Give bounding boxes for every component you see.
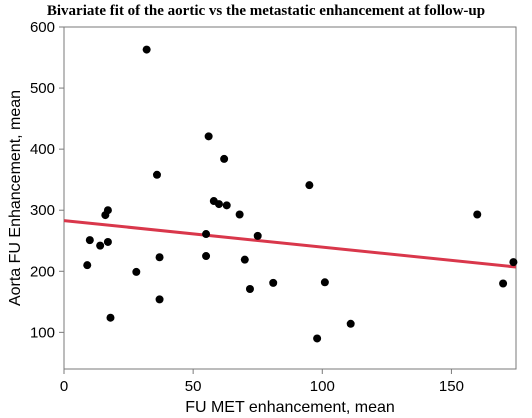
x-tick-label: 100 bbox=[310, 378, 335, 395]
data-point bbox=[132, 267, 141, 276]
data-point bbox=[142, 45, 151, 54]
data-point bbox=[305, 181, 314, 190]
y-tick-label: 400 bbox=[30, 141, 55, 158]
data-points bbox=[83, 45, 518, 343]
y-axis: 100 200 300 400 500 600 bbox=[30, 19, 64, 341]
data-point bbox=[222, 201, 231, 210]
data-point bbox=[313, 334, 322, 343]
data-point bbox=[155, 253, 164, 262]
data-point bbox=[509, 258, 518, 267]
data-point bbox=[204, 132, 213, 141]
data-point bbox=[499, 279, 508, 288]
data-point bbox=[346, 319, 355, 328]
fit-line bbox=[63, 219, 517, 269]
y-tick-label: 200 bbox=[30, 263, 55, 280]
y-tick-label: 500 bbox=[30, 80, 55, 97]
y-tick-label: 600 bbox=[30, 19, 55, 36]
data-point bbox=[155, 295, 164, 304]
data-point bbox=[245, 284, 254, 293]
data-point bbox=[106, 313, 115, 322]
x-tick-label: 50 bbox=[185, 378, 202, 395]
data-point bbox=[320, 278, 329, 287]
y-axis-label: Aorta FU Enhancement, mean bbox=[7, 90, 24, 306]
plot-frame bbox=[63, 26, 517, 370]
data-point bbox=[240, 255, 249, 264]
data-point bbox=[235, 210, 244, 219]
data-point bbox=[83, 261, 92, 270]
chart-title: Bivariate fit of the aortic vs the metas… bbox=[47, 3, 485, 19]
data-point bbox=[152, 170, 161, 179]
data-point bbox=[103, 237, 112, 246]
data-point bbox=[85, 236, 94, 245]
data-point bbox=[253, 231, 262, 240]
y-tick-label: 100 bbox=[30, 324, 55, 341]
data-point bbox=[202, 230, 211, 239]
data-point bbox=[202, 252, 211, 261]
data-point bbox=[269, 278, 278, 287]
data-point bbox=[220, 154, 229, 163]
data-point bbox=[101, 211, 110, 220]
x-axis: 0 50 100 150 bbox=[60, 369, 464, 395]
x-tick-label: 0 bbox=[60, 378, 68, 395]
data-point bbox=[214, 200, 223, 209]
data-point bbox=[473, 210, 482, 219]
x-axis-label: FU MET enhancement, mean bbox=[185, 399, 395, 416]
data-point bbox=[96, 241, 105, 250]
x-tick-label: 150 bbox=[439, 378, 464, 395]
y-tick-label: 300 bbox=[30, 202, 55, 219]
